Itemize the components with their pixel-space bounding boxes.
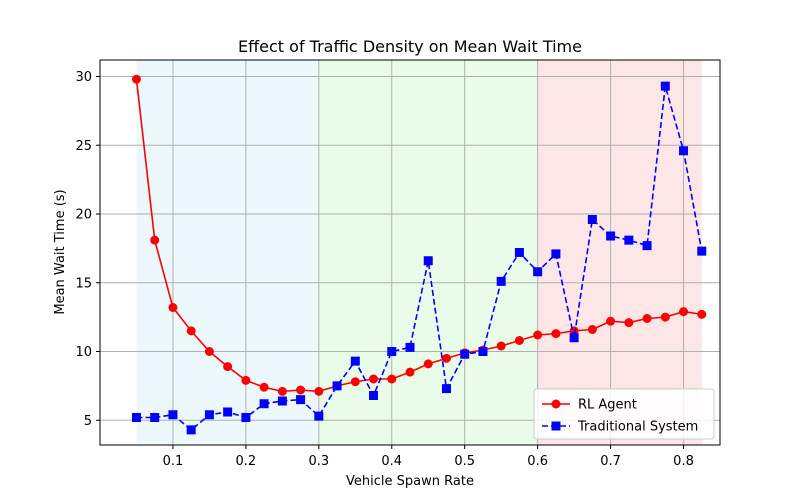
data-point <box>186 425 196 435</box>
legend-box <box>533 388 715 440</box>
data-point <box>533 267 543 277</box>
x-axis-ticks: 0.1 0.2 0.3 0.4 0.5 0.6 0.7 0.8 <box>163 445 694 469</box>
data-point <box>496 341 506 351</box>
legend: RL Agent Traditional System <box>533 388 715 440</box>
data-point <box>587 215 597 224</box>
data-point <box>606 231 616 241</box>
shaded-regions <box>136 60 702 445</box>
data-point <box>259 382 269 392</box>
x-tick-label: 0.1 <box>163 454 184 469</box>
data-point <box>296 395 306 405</box>
data-point <box>533 330 543 340</box>
data-point <box>223 362 233 372</box>
data-point <box>387 374 397 384</box>
x-axis-label: Vehicle Spawn Rate <box>346 474 474 489</box>
data-point <box>405 367 415 377</box>
data-point <box>624 235 634 245</box>
data-point <box>277 396 287 406</box>
y-axis-label: Mean Wait Time (s) <box>53 189 68 314</box>
series-traditional-system <box>131 81 707 435</box>
data-point <box>551 249 561 259</box>
data-point <box>660 312 670 322</box>
data-point <box>679 146 689 156</box>
legend-entry: Traditional System <box>542 420 698 435</box>
y-tick-label: 25 <box>75 139 92 154</box>
data-point <box>131 413 141 422</box>
y-axis-ticks: 5 10 15 20 25 30 <box>75 70 100 429</box>
data-point <box>405 342 415 352</box>
data-point <box>204 410 214 420</box>
data-point <box>587 325 597 334</box>
data-point <box>314 386 324 396</box>
data-point <box>441 353 451 363</box>
data-point <box>460 349 470 359</box>
x-tick-label: 0.2 <box>236 454 257 469</box>
x-tick-label: 0.4 <box>381 454 402 469</box>
legend-label: Traditional System <box>577 420 698 435</box>
data-point <box>168 303 178 312</box>
y-tick-label: 10 <box>75 345 92 360</box>
data-point <box>369 391 379 400</box>
data-point <box>387 347 397 356</box>
data-point <box>332 381 342 391</box>
series-layer <box>131 74 707 435</box>
data-point <box>223 407 233 417</box>
data-point <box>150 235 160 245</box>
data-point <box>314 411 324 421</box>
data-point <box>569 333 579 343</box>
x-tick-label: 0.8 <box>673 454 694 469</box>
data-point <box>168 410 178 420</box>
data-point <box>551 329 561 339</box>
shaded-region-2 <box>318 60 538 445</box>
data-point <box>277 386 287 396</box>
data-point <box>423 359 433 369</box>
x-tick-label: 0.3 <box>308 454 329 469</box>
shaded-region-1 <box>136 60 319 445</box>
data-point <box>350 356 360 366</box>
data-point <box>478 347 488 356</box>
data-point <box>697 309 707 319</box>
chart-title: Effect of Traffic Density on Mean Wait T… <box>238 37 582 56</box>
x-tick-label: 0.5 <box>454 454 475 469</box>
data-point <box>642 241 652 251</box>
data-point <box>697 246 707 256</box>
data-point <box>350 377 360 387</box>
legend-marker <box>551 399 561 409</box>
data-point <box>514 248 524 257</box>
data-point <box>186 326 196 336</box>
data-point <box>423 256 433 266</box>
y-tick-label: 20 <box>75 208 92 223</box>
plot-frame <box>99 59 721 446</box>
data-point <box>150 413 160 422</box>
legend-marker <box>551 421 561 431</box>
data-point <box>514 336 524 345</box>
data-point <box>369 374 379 384</box>
data-point <box>441 384 451 394</box>
legend-label: RL Agent <box>578 398 637 413</box>
data-point <box>296 385 306 395</box>
data-point <box>204 347 214 356</box>
grid <box>100 60 720 445</box>
y-tick-label: 5 <box>84 414 92 429</box>
data-point <box>259 399 269 409</box>
data-point <box>241 413 251 422</box>
legend-entry: RL Agent <box>542 398 637 413</box>
data-point <box>131 74 141 84</box>
shaded-region-3 <box>537 60 702 445</box>
data-point <box>624 318 634 328</box>
data-point <box>660 81 670 91</box>
x-tick-label: 0.7 <box>600 454 621 469</box>
data-point <box>642 314 652 323</box>
y-tick-label: 30 <box>75 70 92 85</box>
data-point <box>606 316 616 326</box>
x-tick-label: 0.6 <box>527 454 548 469</box>
data-point <box>679 307 689 317</box>
data-point <box>241 375 251 385</box>
data-point <box>496 276 506 286</box>
y-tick-label: 15 <box>75 276 92 291</box>
